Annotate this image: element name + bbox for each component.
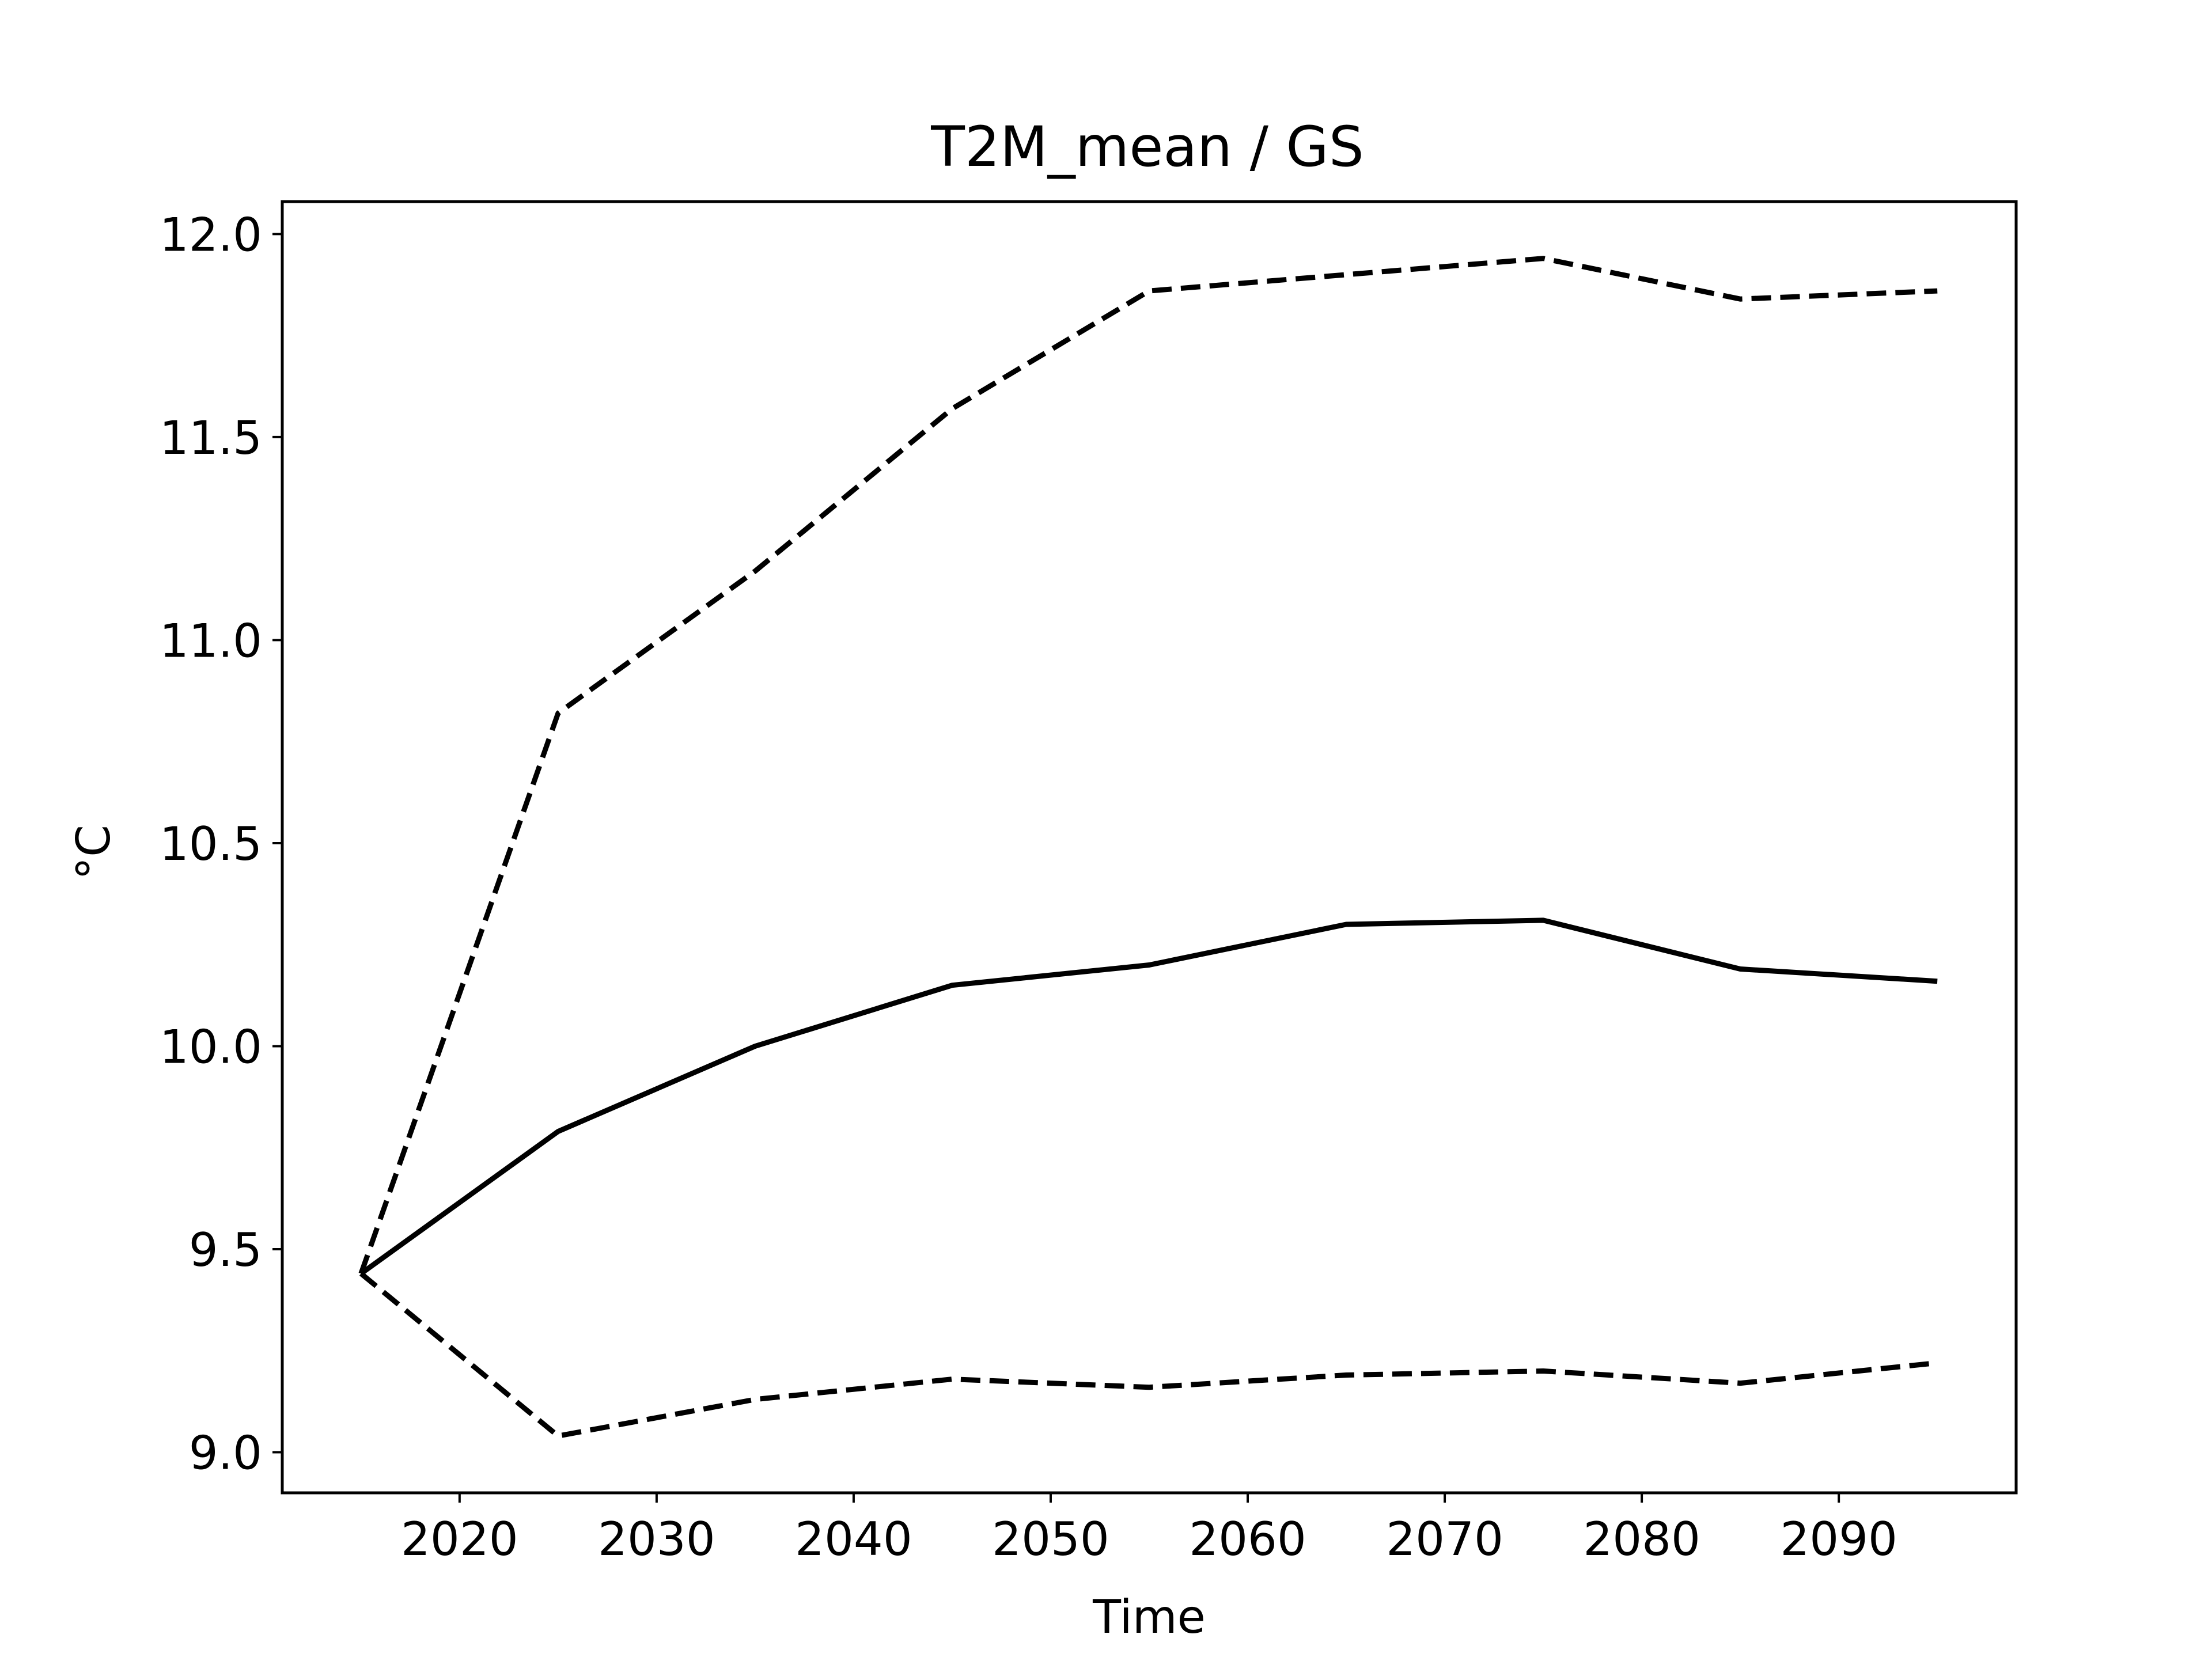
x-axis-ticks: 2020 2030 2040 2050 2060 2070 2080 2090	[401, 1493, 1897, 1566]
x-tick-label: 2050	[992, 1512, 1109, 1566]
y-axis-label: °C	[67, 825, 120, 880]
series-line-3	[359, 1271, 1938, 1439]
x-tick-label: 2060	[1189, 1512, 1306, 1566]
y-tick-label: 10.5	[160, 817, 262, 871]
y-tick-label: 11.0	[160, 614, 262, 668]
chart-title: T2M_mean / GS	[930, 115, 1364, 179]
x-axis-label: Time	[1092, 1590, 1206, 1644]
x-tick-label: 2070	[1386, 1512, 1503, 1566]
x-tick-label: 2090	[1780, 1512, 1897, 1566]
series-line-2	[358, 256, 1938, 1275]
y-tick-label: 11.5	[160, 411, 262, 465]
y-axis-ticks: 9.0 9.5 10.0 10.5 11.0 11.5 12.0	[160, 208, 282, 1480]
series-layer	[358, 256, 1938, 1439]
x-tick-label: 2040	[795, 1512, 912, 1566]
x-tick-label: 2020	[401, 1512, 518, 1566]
x-tick-label: 2030	[598, 1512, 715, 1566]
plot-area-frame	[281, 200, 2018, 1495]
series-line-1	[359, 917, 1938, 1276]
y-tick-label: 12.0	[160, 208, 262, 261]
y-tick-label: 9.0	[189, 1426, 262, 1480]
y-tick-label: 10.0	[160, 1020, 262, 1074]
y-tick-label: 9.5	[189, 1223, 262, 1277]
x-tick-label: 2080	[1583, 1512, 1700, 1566]
